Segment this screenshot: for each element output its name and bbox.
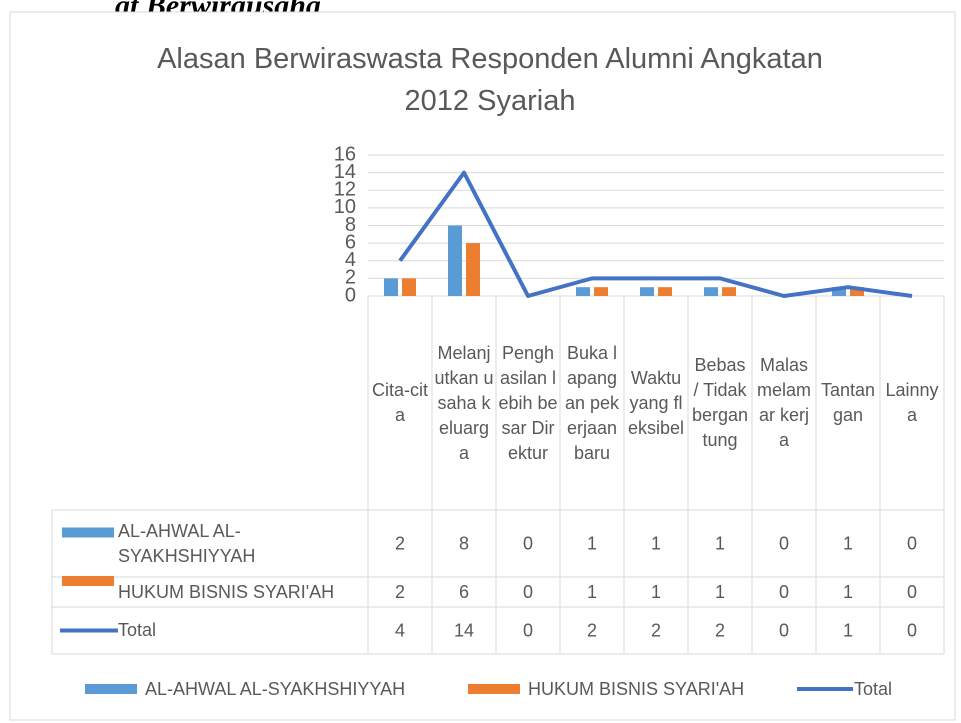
category-label: Bebas / Tidak bergantung <box>691 355 749 450</box>
table-value: 2 <box>715 620 725 640</box>
table-value: 1 <box>587 582 597 602</box>
chart-title-box: Alasan Berwiraswasta Responden Alumni An… <box>157 43 823 117</box>
category-label: Malas melamar kerja <box>756 355 811 450</box>
table-value: 0 <box>779 582 789 602</box>
table-value: 14 <box>454 620 474 640</box>
y-tick-label: 6 <box>345 231 356 253</box>
table-value: 0 <box>779 533 789 553</box>
table-value: 0 <box>523 533 533 553</box>
table-value: 6 <box>459 582 469 602</box>
table-value: 2 <box>651 620 661 640</box>
table-series-name-box: AL-AHWAL AL-SYAKHSHIYYAH <box>118 520 256 566</box>
table-value: 0 <box>523 582 533 602</box>
table-value: 0 <box>907 582 917 602</box>
legend-swatch <box>62 576 114 586</box>
y-tick-label: 4 <box>345 249 356 271</box>
table-series-name: HUKUM BISNIS SYARI'AH <box>118 581 335 602</box>
y-tick-label: 12 <box>334 179 356 201</box>
y-tick-label: 8 <box>345 214 356 236</box>
table-value: 8 <box>459 533 469 553</box>
category-label-box: Lainnya <box>885 380 939 425</box>
bar <box>832 287 846 296</box>
table-value: 1 <box>651 582 661 602</box>
category-label-box: Buka lapangan pekerjaan baru <box>564 342 620 463</box>
category-label: Tantangan <box>820 380 876 425</box>
category-label: Buka lapangan pekerjaan baru <box>564 342 620 463</box>
table-series-name-box: HUKUM BISNIS SYARI'AH <box>118 581 335 602</box>
table-value: 0 <box>523 620 533 640</box>
category-label-box: Penghasilan lebih besar Direktur <box>498 342 558 463</box>
category-label-box: Tantangan <box>820 380 876 425</box>
category-label: Lainnya <box>885 380 939 425</box>
table-series-name: Total <box>118 620 157 640</box>
legend-label: HUKUM BISNIS SYARI'AH <box>528 679 744 699</box>
table-value: 1 <box>651 533 661 553</box>
y-tick-label: 0 <box>345 284 356 306</box>
category-label-box: Waktu yang fleksibel <box>627 367 685 438</box>
category-label: Cita-cita <box>371 380 428 425</box>
category-label-box: Malas melamar kerja <box>756 355 811 450</box>
bar <box>850 287 864 296</box>
y-tick-label: 14 <box>334 161 356 183</box>
category-label: Melanjutkan usaha keluarga <box>434 342 494 463</box>
category-label: Waktu yang fleksibel <box>627 367 685 438</box>
table-value: 1 <box>843 582 853 602</box>
table-value: 0 <box>907 533 917 553</box>
table-value: 0 <box>779 620 789 640</box>
table-value: 1 <box>715 533 725 553</box>
legend-label: AL-AHWAL AL-SYAKHSHIYYAH <box>145 679 405 699</box>
table-value: 2 <box>587 620 597 640</box>
bar <box>722 287 736 296</box>
y-tick-label: 16 <box>334 143 356 165</box>
table-value: 1 <box>587 533 597 553</box>
y-tick-label: 10 <box>334 196 356 218</box>
table-value: 1 <box>843 533 853 553</box>
line-series <box>398 170 913 298</box>
category-label-box: Cita-cita <box>371 380 428 425</box>
table-value: 1 <box>843 620 853 640</box>
table-series-name: AL-AHWAL AL-SYAKHSHIYYAH <box>118 520 256 566</box>
legend-label: Total <box>854 679 892 699</box>
bar <box>576 287 590 296</box>
bar <box>640 287 654 296</box>
category-label-box: Melanjutkan usaha keluarga <box>434 342 494 463</box>
y-tick-label: 2 <box>345 267 356 289</box>
bar <box>384 278 398 296</box>
bar <box>402 278 416 296</box>
legend-swatch <box>85 684 137 694</box>
bar <box>704 287 718 296</box>
table-value: 2 <box>395 533 405 553</box>
chart-title: Alasan Berwiraswasta Responden Alumni An… <box>157 43 823 117</box>
table-value: 2 <box>395 582 405 602</box>
bar <box>448 225 462 296</box>
table-value: 4 <box>395 620 405 640</box>
legend-swatch <box>468 684 520 694</box>
category-label: Penghasilan lebih besar Direktur <box>498 342 558 463</box>
bar <box>594 287 608 296</box>
table-series-name-box: Total <box>118 620 157 640</box>
category-label-box: Bebas / Tidak bergantung <box>691 355 749 450</box>
table-value: 0 <box>907 620 917 640</box>
legend-swatch <box>62 527 114 538</box>
bar <box>466 243 480 296</box>
chart-frame <box>9 11 956 721</box>
table-value: 1 <box>715 582 725 602</box>
bar <box>658 287 672 296</box>
